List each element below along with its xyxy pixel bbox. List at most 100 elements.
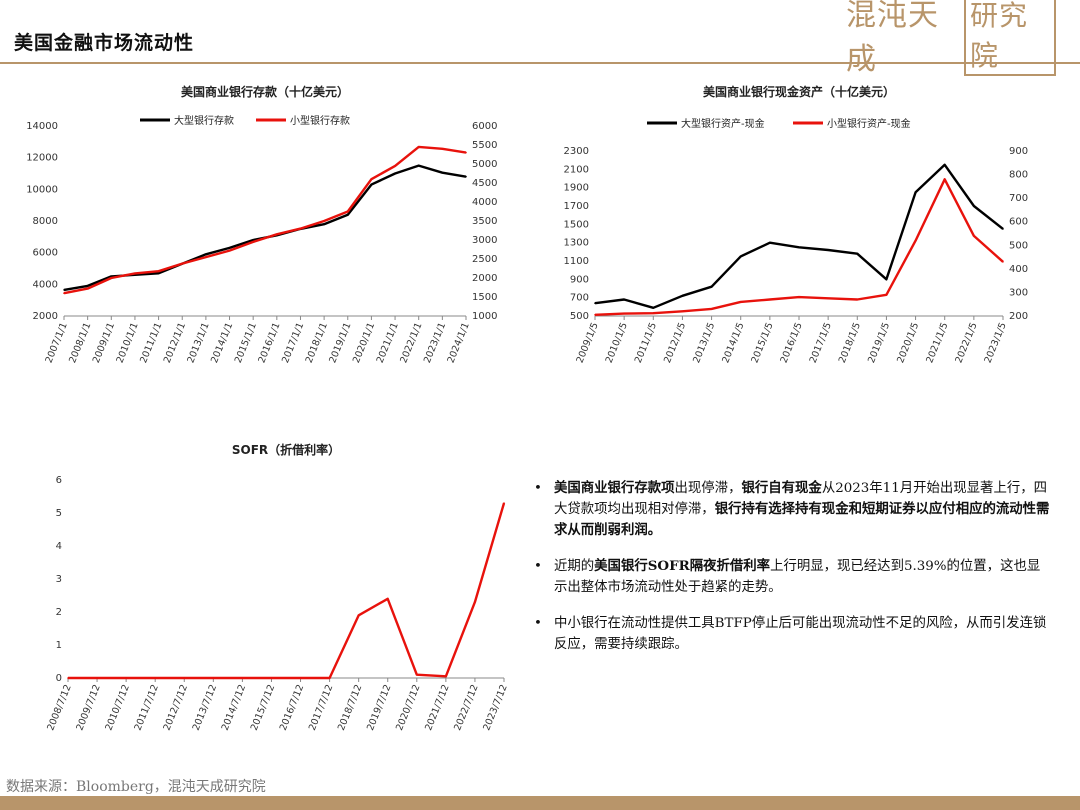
y-tick-right: 4000 [472,197,497,208]
y-tick-left: 0 [56,673,62,684]
data-point [798,296,800,298]
x-tick-label: 2020/1/5 [895,321,921,365]
y-tick-left: 500 [570,311,589,322]
data-point [63,289,65,291]
y-tick-left: 12000 [26,153,58,164]
data-point [241,677,244,679]
data-point [96,677,98,679]
x-tick-label: 2016/1/1 [256,321,282,365]
sofr-chart: SOFR（折借利率） 0 1 2 3 4 5 6 2008/7/12 2009/7/12 2010/… [45,442,509,732]
data-point [346,210,349,213]
series-line [63,164,467,292]
data-point [125,677,127,679]
y-tick-right: 2000 [472,273,497,284]
data-point [370,178,373,180]
data-point [357,614,360,617]
y-tick-right: 400 [1009,264,1028,275]
y-tick-left: 900 [570,274,589,285]
y-tick-left: 700 [570,293,589,304]
data-point [417,146,420,148]
data-point [441,171,444,174]
x-tick-label: 2016/7/12 [278,683,306,732]
x-tick-label: 2008/1/1 [67,321,93,365]
y-tick-right: 5000 [472,159,497,170]
y-tick-right: 4500 [472,178,497,189]
chart-title: SOFR（折借利率） [232,442,340,457]
data-point [943,163,946,166]
data-point [323,223,325,225]
data-point [63,292,65,294]
chart-title: 美国商业银行存款（十亿美元） [181,84,349,99]
data-point [856,298,859,301]
data-point [594,302,596,304]
data-point [394,172,396,175]
y-tick-right: 500 [1009,240,1028,251]
logo-text: 混沌天成 [846,0,939,77]
emphasis-text: 银行自有现金 [741,480,822,496]
x-tick-label: 2022/7/12 [452,683,480,732]
y-tick-left: 2100 [564,164,589,175]
data-point [386,598,389,600]
x-tick-label: 2010/1/1 [115,321,141,365]
y-tick-left: 10000 [26,184,58,195]
body-text: 从2023年11月开始出现显著上行，四大贷款项均出现相对停滞， [554,481,1048,517]
emphasis-text: 银行持有选择持有现金和短期证券以应付相应的流动性需求从而削弱利润。 [554,501,1050,538]
x-tick-label: 2010/1/5 [604,321,630,365]
x-tick-label: 2014/7/12 [220,683,248,732]
x-tick-label: 2013/1/5 [691,321,717,365]
data-point [1002,260,1004,263]
series-line [63,145,467,295]
data-point [228,247,231,249]
x-tick-label: 2024/1/1 [446,321,472,365]
x-tick-label: 2012/7/12 [162,683,190,732]
y-tick-left: 2 [56,607,62,618]
data-point [252,241,254,243]
y-tick-left: 8000 [33,216,58,227]
y-tick-right: 900 [1009,146,1028,157]
commentary-item: 美国商业银行存款项出现停滞，银行自有现金从2023年11月开始出现显著上行，四大… [532,478,1052,541]
x-tick-label: 2008/7/12 [45,683,73,732]
x-tick-label: 2015/1/5 [749,321,775,365]
y-tick-left: 4000 [33,279,58,290]
y-tick-left: 6 [56,475,62,486]
x-tick-label: 2019/1/1 [327,321,353,365]
x-tick-label: 2015/1/1 [233,321,259,365]
data-point [270,677,273,679]
x-tick-label: 2022/1/5 [953,321,979,365]
data-point [205,256,207,258]
y-tick-left: 1500 [564,219,589,230]
data-point [445,675,447,678]
data-point [973,235,975,237]
y-tick-right: 300 [1009,287,1028,298]
logo-stamp: 研究院 [964,0,1056,76]
data-point [710,285,713,288]
x-tick-label: 2017/1/5 [808,321,834,365]
x-tick-label: 2017/7/12 [307,683,335,732]
x-tick-label: 2012/1/1 [162,321,188,365]
commentary-item: 近期的美国银行SOFR隔夜折借利率上行明显，现已经达到5.39%的位置，这也显示… [532,556,1052,598]
data-point [86,285,89,287]
data-point [739,255,742,258]
commentary-item: 中小银行在流动性提供工具BTFP停止后可能出现流动性不足的风险，从而引发连锁反应… [532,613,1052,655]
data-point [181,262,184,265]
data-point [67,677,69,679]
data-point [299,227,302,230]
body-text: 中小银行在流动性提供工具BTFP停止后可能出现流动性不足的风险，从而引发连锁反应… [554,616,1047,652]
x-tick-label: 2021/7/12 [423,683,451,732]
data-point [465,151,467,154]
x-tick-label: 2013/7/12 [191,683,219,732]
footer-band [0,796,1080,810]
y-tick-left: 1700 [564,201,589,212]
y-tick-left: 5 [56,508,62,519]
data-point [154,677,156,679]
x-tick-label: 2015/7/12 [249,683,277,732]
y-tick-right: 700 [1009,193,1028,204]
data-point [798,246,800,249]
x-tick-label: 2023/1/1 [422,321,448,365]
x-tick-label: 2017/1/1 [280,321,306,365]
data-point [769,241,771,244]
data-point [86,287,89,290]
y-tick-right: 800 [1009,170,1028,181]
data-point [503,502,505,504]
x-tick-label: 2018/7/12 [336,683,364,732]
